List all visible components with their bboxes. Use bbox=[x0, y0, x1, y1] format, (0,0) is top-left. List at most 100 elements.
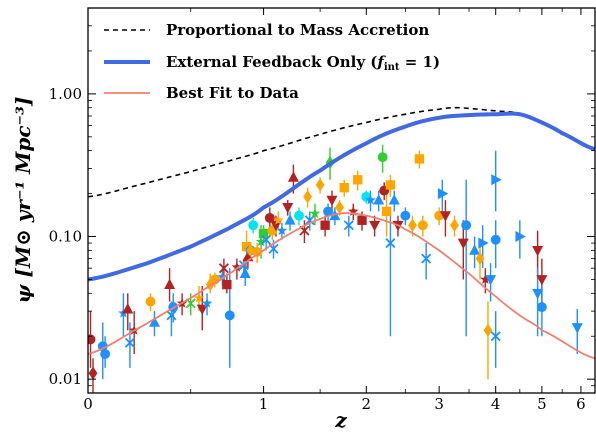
data-point-circle bbox=[224, 310, 235, 321]
data-point-triangle-right bbox=[437, 188, 449, 200]
data-point-star bbox=[217, 271, 228, 282]
data-point-triangle-down bbox=[369, 220, 381, 232]
data-point-circle bbox=[377, 152, 388, 163]
data-point-square bbox=[339, 183, 349, 193]
x-tick-label: 2 bbox=[362, 395, 372, 413]
legend: Proportional to Mass Accretion External … bbox=[104, 21, 440, 102]
data-point-square bbox=[222, 279, 232, 290]
data-point-star bbox=[480, 273, 491, 284]
axis-ticks: 0 1 2 3 4 5 6 0.01 0.10 1.00 bbox=[49, 7, 595, 413]
data-point-circle bbox=[417, 220, 428, 231]
data-point-circle bbox=[323, 206, 334, 217]
data-point-triangle-down bbox=[439, 211, 451, 222]
y-tick-label: 0.10 bbox=[49, 228, 82, 246]
data-point-circle bbox=[248, 220, 259, 231]
data-point-triangle-up bbox=[284, 214, 296, 225]
data-point-x bbox=[304, 215, 315, 226]
x-tick-label: 6 bbox=[576, 395, 586, 413]
data-point-circle bbox=[100, 349, 111, 360]
data-point-triangle-up bbox=[287, 171, 299, 182]
data-point-circle bbox=[400, 210, 411, 221]
data-point-diamond bbox=[450, 218, 459, 232]
data-point-square bbox=[258, 228, 269, 239]
data-point-triangle-up bbox=[148, 316, 160, 327]
data-point-triangle-up bbox=[164, 278, 176, 290]
plot-frame bbox=[87, 7, 596, 394]
x-tick-label: 1 bbox=[259, 395, 269, 413]
data-point-triangle-down bbox=[571, 323, 583, 334]
data-point-triangle-down bbox=[485, 275, 497, 286]
data-point-triangle-down bbox=[532, 288, 544, 300]
x-tick-label: 5 bbox=[537, 395, 547, 413]
error-bars bbox=[89, 144, 578, 393]
legend-label-mass-accretion: Proportional to Mass Accretion bbox=[166, 21, 429, 39]
data-point-circle bbox=[490, 234, 501, 245]
data-point-square bbox=[353, 175, 363, 185]
data-point-triangle-up bbox=[239, 267, 251, 278]
data-point-triangle-down bbox=[196, 304, 208, 316]
data-point-star bbox=[231, 261, 243, 272]
data-point-triangle-right bbox=[515, 231, 526, 243]
data-point-star bbox=[193, 292, 205, 303]
data-point-diamond bbox=[303, 190, 313, 204]
data-point-x bbox=[124, 337, 135, 348]
data-point-x bbox=[421, 253, 432, 264]
data-point-square bbox=[241, 241, 252, 252]
data-point-diamond bbox=[483, 323, 493, 337]
data-point-square bbox=[381, 206, 392, 217]
data-point-triangle-down bbox=[326, 195, 338, 207]
data-point-diamond bbox=[408, 218, 417, 232]
x-tick-label: 3 bbox=[434, 395, 444, 413]
data-point-circle bbox=[264, 212, 275, 223]
data-point-triangle-down bbox=[532, 245, 544, 257]
data-point-circle bbox=[252, 246, 263, 257]
data-point-triangle-right bbox=[491, 174, 502, 186]
data-point-star bbox=[201, 297, 213, 308]
data-point-square bbox=[357, 215, 367, 225]
data-point-square bbox=[414, 154, 425, 164]
data-point-square bbox=[385, 180, 396, 190]
data-point-circle bbox=[536, 302, 547, 313]
data-point-star bbox=[276, 225, 288, 236]
data-point-triangle-right bbox=[478, 237, 489, 249]
data-point-star bbox=[255, 236, 267, 247]
data-point-circle bbox=[294, 210, 304, 221]
data-point-x bbox=[343, 220, 354, 231]
data-point-circle bbox=[461, 220, 472, 231]
data-point-triangle-down bbox=[282, 203, 294, 214]
y-axis-label: ψ [M⊙ yr⁻¹ Mpc⁻³] bbox=[11, 97, 35, 304]
series-line-0 bbox=[88, 106, 595, 198]
data-point-diamond bbox=[335, 200, 345, 215]
data-point-square bbox=[320, 220, 330, 230]
data-point-x bbox=[218, 263, 229, 274]
data-point-star bbox=[309, 208, 321, 218]
data-point-x bbox=[490, 331, 501, 342]
data-point-triangle-down bbox=[270, 220, 282, 232]
data-point-x bbox=[166, 310, 177, 321]
x-tick-label: 0 bbox=[83, 395, 93, 413]
data-point-diamond bbox=[88, 366, 98, 380]
series-line-1 bbox=[88, 111, 595, 282]
x-tick-label: 4 bbox=[491, 395, 501, 413]
series-line-2 bbox=[88, 212, 595, 360]
legend-label-best-fit: Best Fit to Data bbox=[166, 84, 299, 102]
data-point-star bbox=[348, 205, 359, 216]
data-point-x bbox=[261, 234, 272, 245]
y-tick-label: 1.00 bbox=[49, 85, 82, 103]
model-curves bbox=[88, 106, 595, 360]
data-point-triangle-down bbox=[536, 275, 548, 286]
data-point-triangle-up bbox=[469, 244, 481, 255]
data-point-triangle-up bbox=[373, 194, 385, 205]
data-point-star bbox=[273, 214, 284, 225]
data-point-triangle-up bbox=[122, 303, 134, 314]
data-point-x bbox=[385, 238, 396, 249]
data-points bbox=[88, 152, 583, 380]
data-point-star bbox=[365, 194, 376, 205]
x-axis-label: z bbox=[334, 408, 347, 432]
data-point-diamond bbox=[475, 252, 485, 266]
data-point-diamond bbox=[315, 178, 325, 192]
data-point-triangle-up bbox=[388, 194, 400, 205]
data-point-triangle-down bbox=[457, 238, 469, 250]
data-point-circle bbox=[145, 296, 156, 307]
